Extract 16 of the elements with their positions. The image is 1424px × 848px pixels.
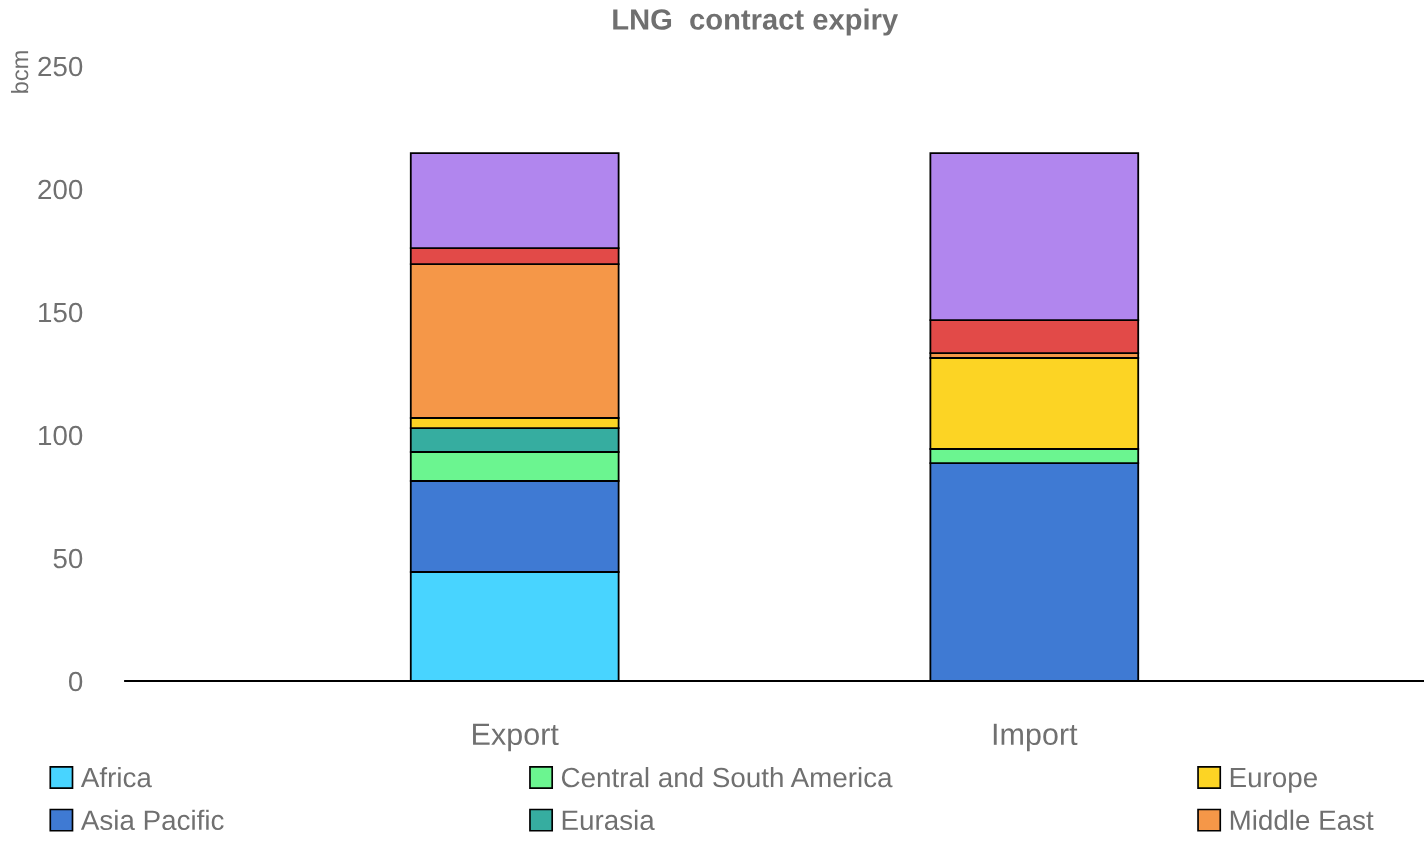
x-tick-label: Import xyxy=(993,723,1078,752)
legend-label: Central and South America xyxy=(561,766,893,788)
legend-label: Eurasia xyxy=(562,809,655,831)
legend-label: Asia Pacific xyxy=(80,809,224,831)
legend-label: Middle East xyxy=(1230,809,1374,831)
y-tick-label: 100 xyxy=(39,425,83,446)
y-tick-label: 50 xyxy=(53,548,83,569)
y-tick-label: 0 xyxy=(68,671,83,692)
x-tick-label: Export xyxy=(473,723,559,752)
y-tick-label: 200 xyxy=(38,179,83,200)
chart-title: LNG contract expiry xyxy=(613,8,899,36)
y-tick-label: 150 xyxy=(39,302,83,323)
legend-label: Europe xyxy=(1230,767,1317,793)
y-axis-title: bcm xyxy=(11,51,29,93)
y-tick-label: 250 xyxy=(38,56,83,77)
legend-label: Africa xyxy=(80,766,152,788)
